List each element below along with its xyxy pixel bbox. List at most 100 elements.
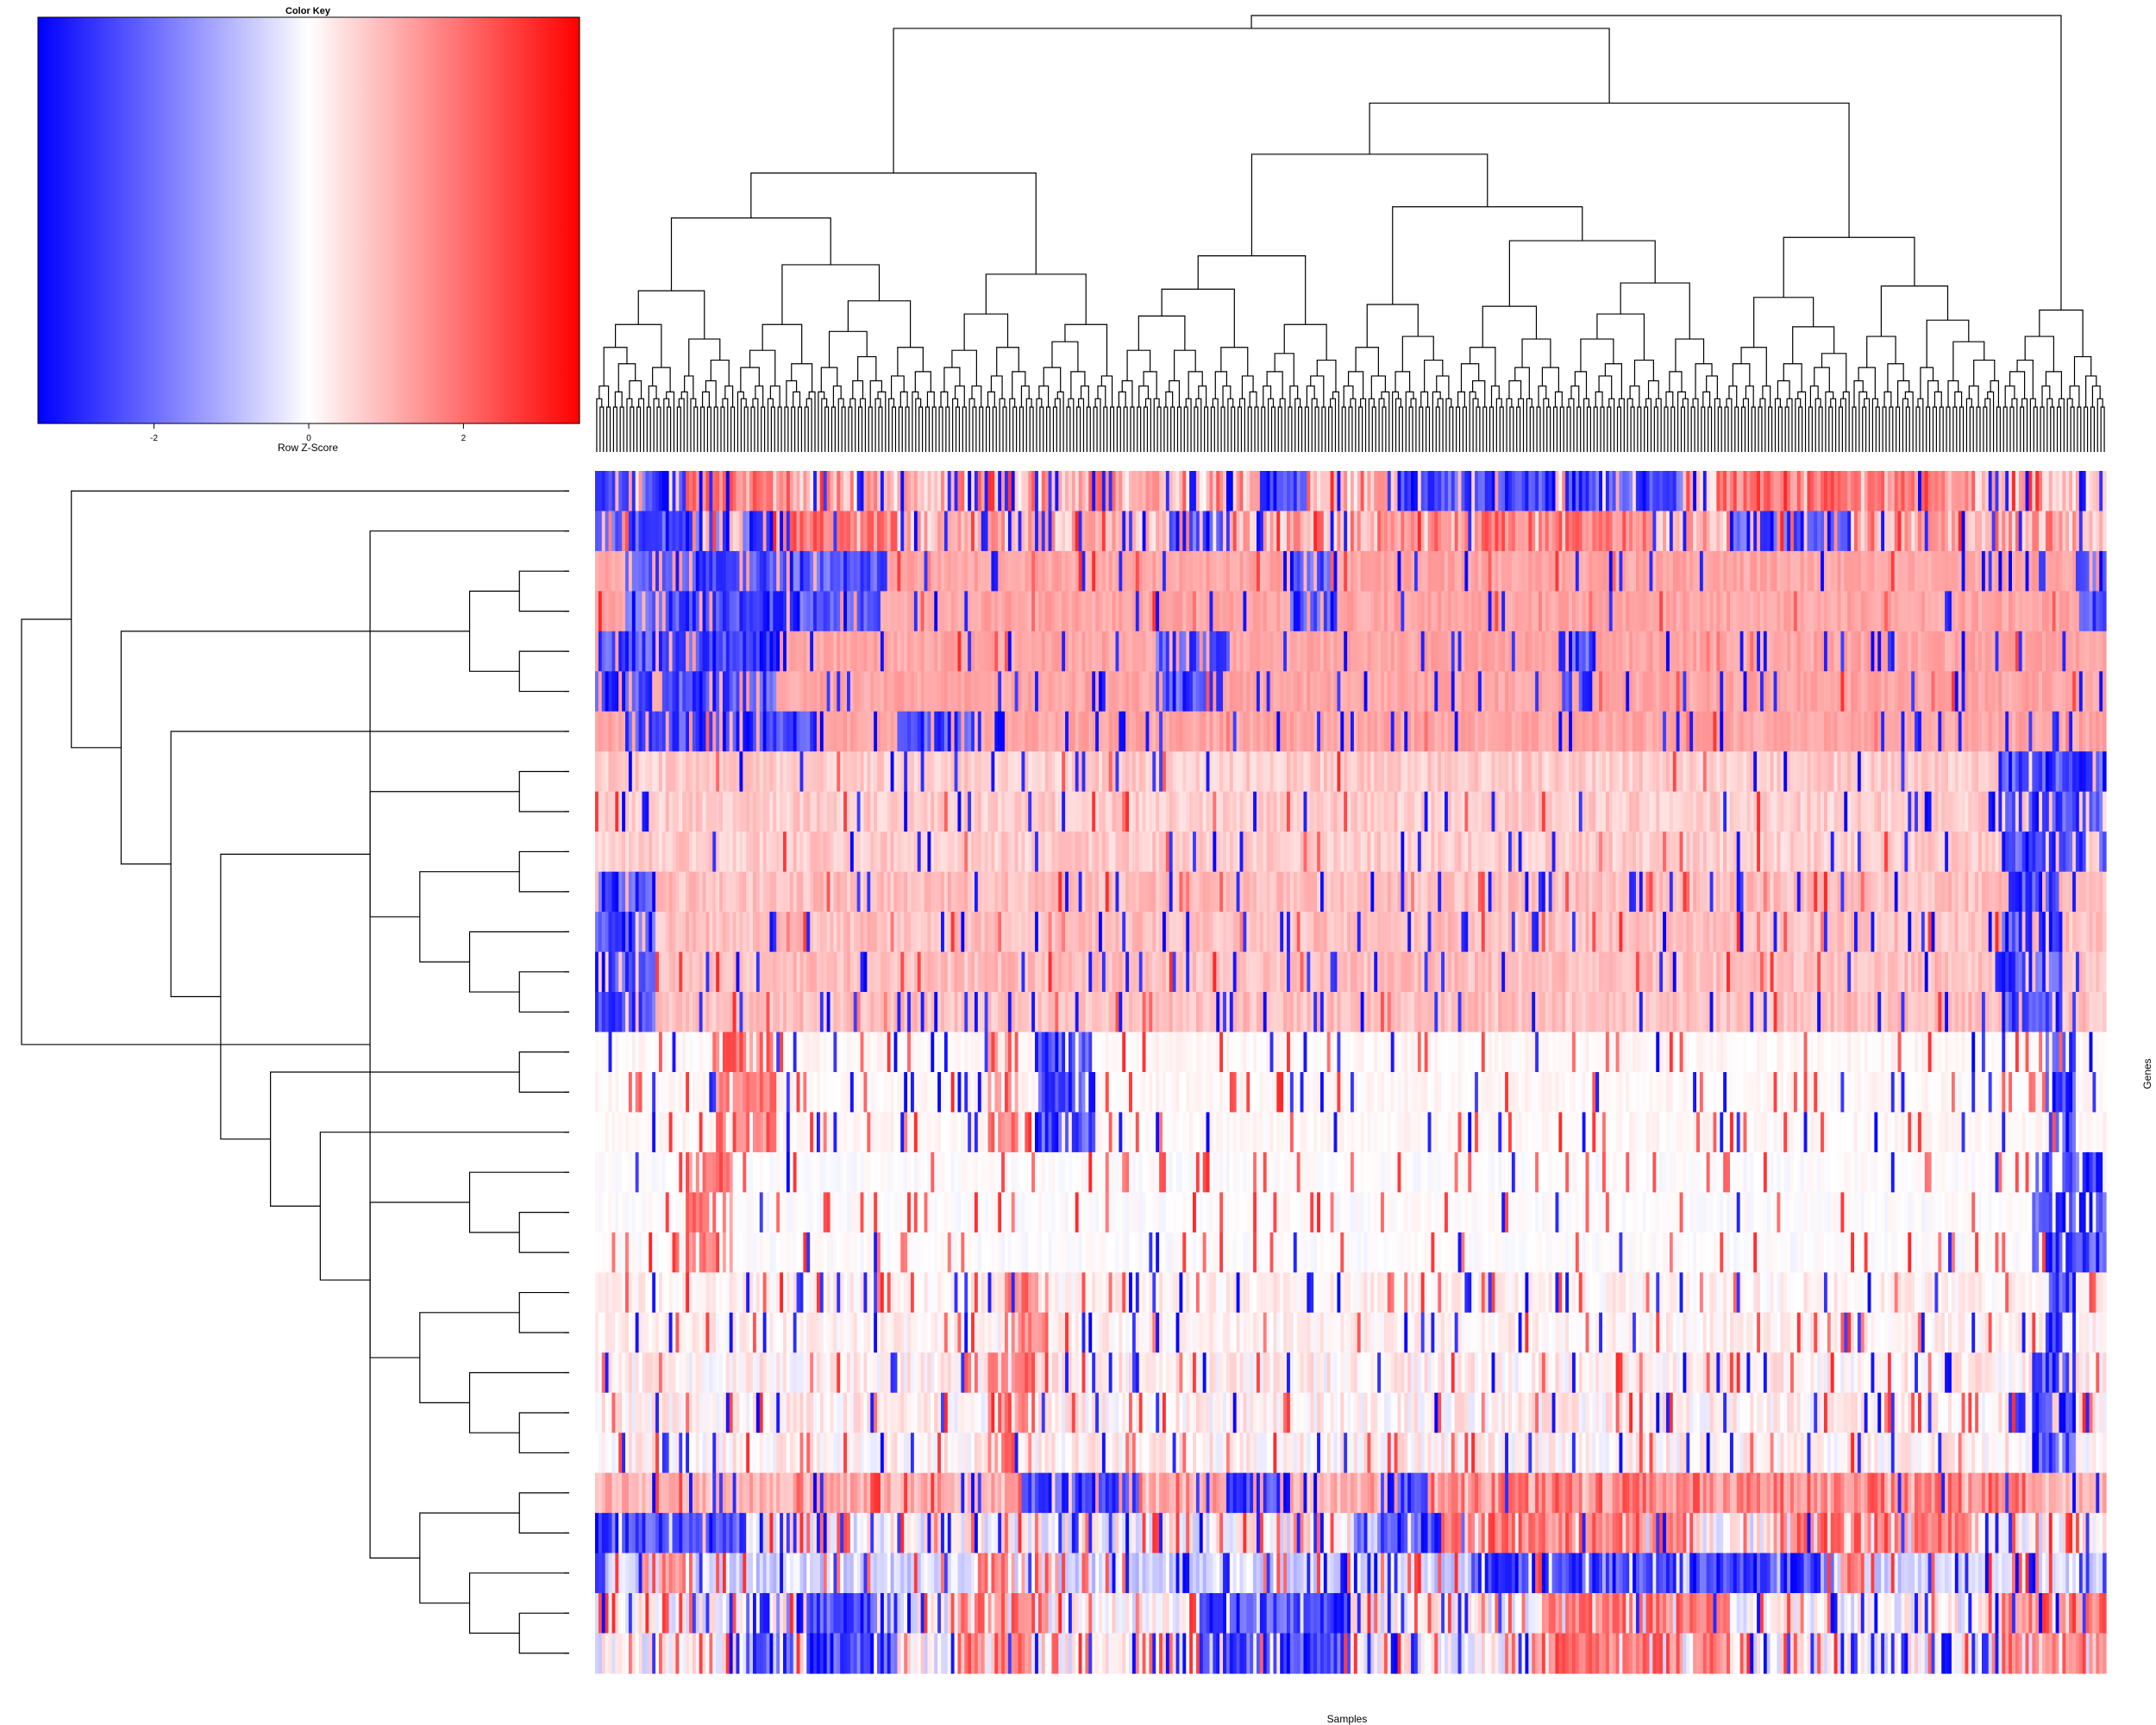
heatmap-cell	[1978, 471, 1983, 512]
heatmap-cell	[1445, 511, 1449, 552]
heatmap-cell	[1921, 791, 1926, 832]
heatmap-cell	[1377, 471, 1382, 512]
heatmap-cell	[1266, 671, 1271, 712]
heatmap-cell	[631, 511, 636, 552]
heatmap-cell	[1780, 711, 1784, 752]
heatmap-cell	[1676, 591, 1681, 632]
heatmap-cell	[1007, 671, 1012, 712]
heatmap-cell	[682, 471, 686, 512]
heatmap-cell	[1445, 751, 1449, 793]
heatmap-cell	[1954, 550, 1959, 592]
heatmap-cell	[1890, 630, 1896, 672]
heatmap-cell	[856, 751, 862, 793]
heatmap-cell	[2035, 711, 2040, 752]
heatmap-cell	[2009, 630, 2013, 672]
heatmap-cell	[968, 711, 972, 752]
heatmap-cell	[1787, 630, 1791, 672]
heatmap-cell	[1571, 791, 1576, 832]
heatmap-cell	[1790, 511, 1795, 552]
heatmap-cell	[1578, 550, 1583, 592]
heatmap-cell	[1101, 591, 1106, 632]
heatmap-cell	[1803, 831, 1808, 873]
heatmap-cell	[1357, 630, 1362, 672]
heatmap-cell	[1397, 550, 1401, 592]
heatmap-cell	[1796, 471, 1802, 512]
heatmap-cell	[1273, 791, 1277, 832]
heatmap-cell	[1004, 591, 1009, 632]
heatmap-cell	[1326, 711, 1332, 752]
heatmap-cell	[833, 671, 837, 712]
heatmap-cell	[608, 751, 613, 793]
heatmap-cell	[1877, 671, 1882, 712]
heatmap-cell	[830, 511, 835, 552]
heatmap-cell	[974, 630, 979, 672]
heatmap-cell	[2052, 751, 2057, 793]
heatmap-cell	[1202, 550, 1207, 592]
heatmap-cell	[1213, 711, 1217, 752]
heatmap-cell	[1451, 511, 1456, 552]
heatmap-cell	[679, 751, 683, 793]
heatmap-cell	[849, 591, 855, 632]
heatmap-cell	[927, 591, 931, 632]
heatmap-cell	[1539, 630, 1543, 672]
heatmap-cell	[874, 791, 878, 832]
heatmap-cell	[1381, 550, 1385, 592]
heatmap-cell	[2055, 791, 2060, 832]
heatmap-cell	[1790, 671, 1795, 712]
heatmap-cell	[890, 751, 895, 793]
heatmap-cell	[762, 471, 768, 512]
heatmap-cell	[1112, 671, 1117, 712]
heatmap-cell	[1608, 591, 1614, 632]
heatmap-cell	[1837, 751, 1842, 793]
heatmap-cell	[1108, 471, 1113, 512]
heatmap-cell	[2005, 831, 2009, 873]
column-dendrogram-branch	[1419, 406, 1424, 452]
heatmap-cell	[1351, 711, 1355, 752]
heatmap-cell	[635, 550, 640, 592]
heatmap-cell	[1877, 550, 1882, 592]
heatmap-cell	[1313, 471, 1318, 512]
heatmap-cell	[628, 550, 633, 592]
column-dendrogram-branch	[1366, 304, 1419, 348]
heatmap-cell	[1817, 630, 1821, 672]
heatmap-cell	[1025, 791, 1029, 832]
heatmap-cell	[2069, 471, 2073, 512]
heatmap-cell	[998, 591, 1002, 632]
heatmap-cell	[1585, 831, 1590, 873]
heatmap-cell	[1025, 831, 1029, 873]
heatmap-cell	[853, 591, 858, 632]
heatmap-cell	[1165, 711, 1170, 752]
heatmap-cell	[1877, 630, 1882, 672]
column-dendrogram-branch	[1604, 363, 1622, 399]
heatmap-cell	[1948, 471, 1952, 512]
heatmap-cell	[1528, 630, 1532, 672]
heatmap-cell	[1330, 831, 1335, 873]
column-dendrogram-branch	[1188, 371, 1203, 399]
heatmap-cell	[2042, 711, 2046, 752]
heatmap-cell	[1793, 671, 1798, 712]
row-dendrogram-branch	[518, 1492, 569, 1534]
heatmap-cell	[1447, 471, 1452, 512]
heatmap-cell	[1622, 591, 1626, 632]
column-dendrogram-branch	[1261, 406, 1266, 452]
heatmap-cell	[1347, 791, 1351, 832]
heatmap-cell	[1397, 751, 1401, 793]
heatmap-cell	[709, 831, 713, 873]
row-dendrogram-branch	[518, 570, 569, 612]
heatmap-cell	[937, 550, 942, 592]
heatmap-cell	[796, 711, 801, 752]
heatmap-cell	[2072, 671, 2077, 712]
heatmap-cell	[1293, 630, 1298, 672]
heatmap-cell	[1035, 591, 1039, 632]
heatmap-cell	[759, 831, 764, 873]
heatmap-cell	[1048, 751, 1053, 793]
heatmap-cell	[1062, 471, 1066, 512]
heatmap-cell	[729, 591, 734, 632]
column-dendrogram-branch	[1341, 406, 1346, 452]
heatmap-cell	[1491, 711, 1496, 752]
heatmap-cell	[1951, 550, 1956, 592]
heatmap-cell	[649, 591, 653, 632]
column-dendrogram-branch	[1536, 406, 1541, 452]
heatmap-cell	[1951, 831, 1956, 873]
heatmap-cell	[1635, 671, 1640, 712]
